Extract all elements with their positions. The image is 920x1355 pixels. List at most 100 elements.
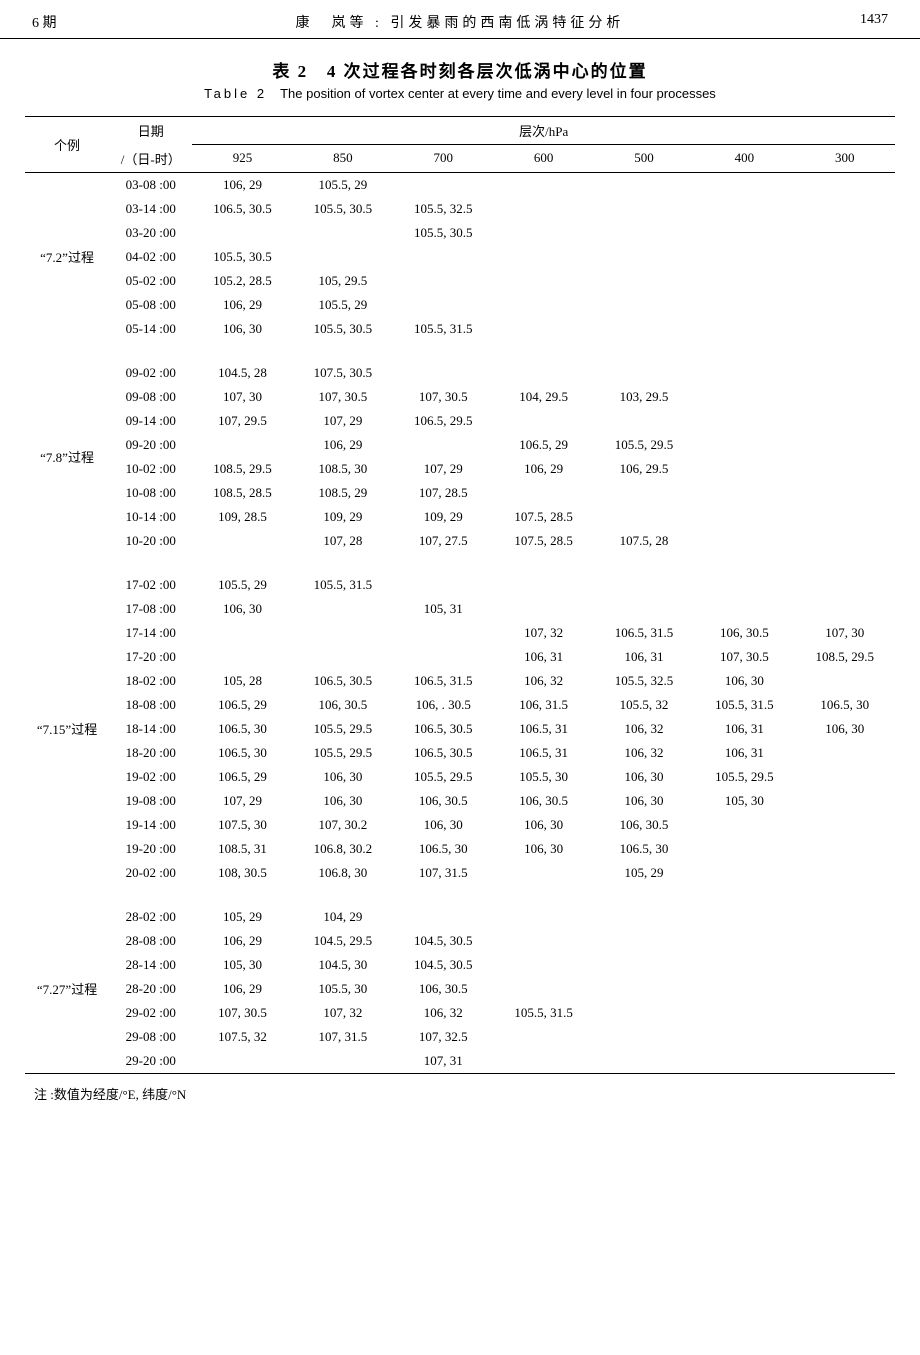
date-cell: 18-02 :00 (109, 669, 192, 693)
value-cell: 106, 30 (293, 789, 393, 813)
value-cell (795, 245, 895, 269)
value-cell: 107, 30.5 (293, 385, 393, 409)
table-row: 19-14 :00107.5, 30107, 30.2106, 30106, 3… (25, 813, 895, 837)
value-cell: 106.5, 31 (493, 741, 593, 765)
date-cell: 19-20 :00 (109, 837, 192, 861)
value-cell: 105, 30 (694, 789, 794, 813)
value-cell (293, 645, 393, 669)
value-cell: 106.5, 29.5 (393, 409, 493, 433)
value-cell (493, 269, 593, 293)
value-cell (594, 953, 694, 977)
case-name: “7.15”过程 (25, 573, 109, 885)
value-cell (795, 505, 895, 529)
value-cell: 106.8, 30 (293, 861, 393, 885)
date-cell: 17-08 :00 (109, 597, 192, 621)
value-cell (293, 597, 393, 621)
value-cell: 107.5, 28 (594, 529, 694, 553)
value-cell: 107, 27.5 (393, 529, 493, 553)
value-cell (192, 1049, 292, 1074)
value-cell (694, 197, 794, 221)
value-cell: 106, 29 (192, 172, 292, 197)
value-cell: 105.5, 31.5 (694, 693, 794, 717)
value-cell: 106, 31 (594, 645, 694, 669)
table-note: 注 :数值为经度/°E, 纬度/°N (34, 1084, 920, 1103)
value-cell: 105.5, 29 (192, 573, 292, 597)
value-cell: 106.5, 29 (192, 765, 292, 789)
value-cell (393, 573, 493, 597)
value-cell: 107.5, 28.5 (493, 529, 593, 553)
value-cell (795, 789, 895, 813)
case-name: “7.27”过程 (25, 905, 109, 1074)
value-cell (493, 1025, 593, 1049)
value-cell (192, 621, 292, 645)
value-cell: 106, 30.5 (493, 789, 593, 813)
value-cell: 105, 29 (594, 861, 694, 885)
value-cell (795, 197, 895, 221)
value-cell: 104.5, 28 (192, 361, 292, 385)
value-cell (795, 409, 895, 433)
date-cell: 09-02 :00 (109, 361, 192, 385)
value-cell (594, 905, 694, 929)
value-cell (493, 481, 593, 505)
value-cell: 106, 30 (293, 765, 393, 789)
table-row: 28-20 :00106, 29105.5, 30106, 30.5 (25, 977, 895, 1001)
value-cell: 103, 29.5 (594, 385, 694, 409)
date-cell: 28-14 :00 (109, 953, 192, 977)
table-row: 09-08 :00107, 30107, 30.5107, 30.5104, 2… (25, 385, 895, 409)
value-cell (795, 529, 895, 553)
value-cell (393, 361, 493, 385)
value-cell (795, 597, 895, 621)
value-cell: 105.5, 29.5 (293, 717, 393, 741)
value-cell: 105.2, 28.5 (192, 269, 292, 293)
value-cell (594, 481, 694, 505)
value-cell: 106, 29 (192, 977, 292, 1001)
value-cell: 106, 30 (493, 837, 593, 861)
value-cell: 107, 30.5 (694, 645, 794, 669)
value-cell (795, 221, 895, 245)
value-cell (293, 221, 393, 245)
value-cell (393, 269, 493, 293)
value-cell: 106, 32 (393, 1001, 493, 1025)
value-cell: 107, 30.5 (393, 385, 493, 409)
date-cell: 28-20 :00 (109, 977, 192, 1001)
table-row: 10-02 :00108.5, 29.5108.5, 30107, 29106,… (25, 457, 895, 481)
value-cell: 106.5, 30.5 (393, 741, 493, 765)
value-cell (694, 837, 794, 861)
value-cell: 106, 30 (192, 597, 292, 621)
date-cell: 18-08 :00 (109, 693, 192, 717)
value-cell (493, 197, 593, 221)
value-cell (594, 361, 694, 385)
value-cell (795, 953, 895, 977)
value-cell (795, 269, 895, 293)
value-cell: 107, 29 (293, 409, 393, 433)
table-row: 04-02 :00105.5, 30.5 (25, 245, 895, 269)
value-cell (493, 293, 593, 317)
value-cell (594, 409, 694, 433)
table-row: 05-02 :00105.2, 28.5105, 29.5 (25, 269, 895, 293)
value-cell: 106.5, 31 (493, 717, 593, 741)
date-cell: 19-02 :00 (109, 765, 192, 789)
value-cell: 107, 28.5 (393, 481, 493, 505)
table-row: “7.8”过程09-02 :00104.5, 28107.5, 30.5 (25, 361, 895, 385)
value-cell (694, 905, 794, 929)
case-spacer (25, 885, 895, 905)
col-level-600: 600 (493, 145, 593, 173)
value-cell: 108.5, 29.5 (192, 457, 292, 481)
value-cell: 106, 29 (192, 929, 292, 953)
col-date-line2: /（日-时） (109, 145, 192, 173)
header-issue: 6 期 (32, 12, 112, 32)
value-cell (694, 573, 794, 597)
date-cell: 03-20 :00 (109, 221, 192, 245)
col-level-925: 925 (192, 145, 292, 173)
value-cell (393, 621, 493, 645)
date-cell: 10-14 :00 (109, 505, 192, 529)
value-cell: 105, 29.5 (293, 269, 393, 293)
value-cell: 107, 28 (293, 529, 393, 553)
value-cell: 107, 29 (393, 457, 493, 481)
value-cell (594, 269, 694, 293)
value-cell (192, 529, 292, 553)
value-cell: 107, 31 (393, 1049, 493, 1074)
value-cell: 104, 29.5 (493, 385, 593, 409)
value-cell: 106, 30.5 (393, 977, 493, 1001)
table-row: 05-14 :00106, 30105.5, 30.5105.5, 31.5 (25, 317, 895, 341)
